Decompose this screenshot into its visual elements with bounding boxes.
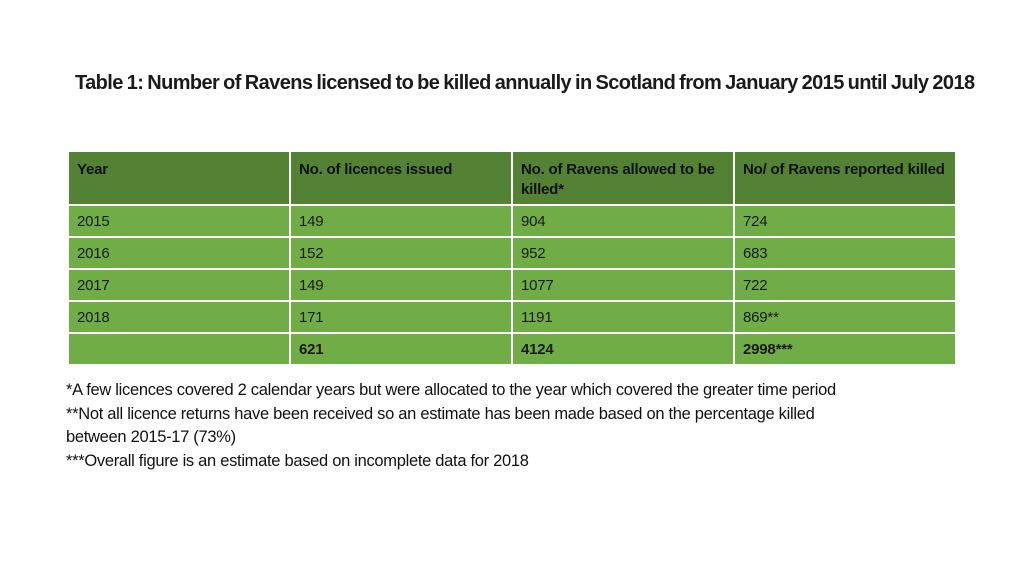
footnote-line-2: **Not all licence returns have been rece…	[66, 404, 815, 423]
table-title: Table 1: Number of Ravens licensed to be…	[75, 72, 975, 94]
footnote-line-4: ***Overall figure is an estimate based o…	[66, 451, 529, 470]
table-cell: 952	[513, 238, 733, 268]
table-cell: 149	[291, 270, 511, 300]
footnote-line-1: *A few licences covered 2 calendar years…	[66, 381, 836, 399]
table-cell: 2018	[69, 302, 289, 332]
table-row-2018: 2018 171 1191 869**	[69, 302, 955, 332]
ravens-table: Year No. of licences issued No. of Raven…	[67, 150, 957, 366]
totals-cell-reported: 2998***	[735, 334, 955, 364]
table-row-2017: 2017 149 1077 722	[69, 270, 955, 300]
header-row: Year No. of licences issued No. of Raven…	[69, 152, 955, 204]
table-row-2016: 2016 152 952 683	[69, 238, 955, 268]
table-cell: 171	[291, 302, 511, 332]
table-cell: 724	[735, 206, 955, 236]
column-header-ravens-reported: No/ of Ravens reported killed	[735, 152, 955, 204]
table-cell: 1077	[513, 270, 733, 300]
column-header-licences-issued: No. of licences issued	[291, 152, 511, 204]
totals-cell-blank	[69, 334, 289, 364]
table-cell: 904	[513, 206, 733, 236]
totals-row: 621 4124 2998***	[69, 334, 955, 364]
table-cell: 869**	[735, 302, 955, 332]
table-cell: 2015	[69, 206, 289, 236]
table-row-2015: 2015 149 904 724	[69, 206, 955, 236]
column-header-year: Year	[69, 152, 289, 204]
table-cell: 2016	[69, 238, 289, 268]
table-cell: 683	[735, 238, 955, 268]
table-cell: 722	[735, 270, 955, 300]
totals-cell-allowed: 4124	[513, 334, 733, 364]
footnote-line-3: between 2015-17 (73%)	[66, 428, 236, 446]
table-cell: 2017	[69, 270, 289, 300]
table-cell: 152	[291, 238, 511, 268]
footnotes: *A few licences covered 2 calendar years…	[66, 379, 966, 473]
column-header-ravens-allowed: No. of Ravens allowed to be killed*	[513, 152, 733, 204]
table-cell: 1191	[513, 302, 733, 332]
table-cell: 149	[291, 206, 511, 236]
totals-cell-licences: 621	[291, 334, 511, 364]
